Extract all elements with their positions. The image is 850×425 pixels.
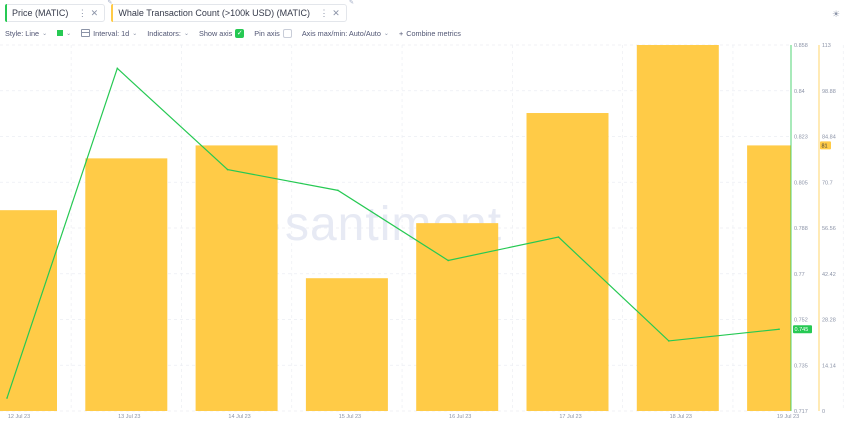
price-tick-label: 0.77: [794, 272, 805, 278]
chart-toolbar: Style: Line ⌄ ⌄ Interval: 1d ⌄ Indicator…: [5, 26, 467, 40]
price-line-series: [6, 67, 780, 399]
bar: [636, 45, 719, 411]
close-icon[interactable]: ✕: [332, 7, 340, 18]
metric-tabs: Price (MATIC) ⋮ ✕ ✎ Whale Transaction Co…: [5, 0, 354, 24]
calendar-icon: [81, 29, 91, 37]
x-tick-label: 17 Jul 23: [559, 414, 581, 420]
current-count-badge: [820, 141, 831, 150]
chevron-down-icon: ⌄: [42, 30, 48, 37]
chevron-down-icon: ⌄: [66, 30, 72, 37]
metric-color-indicator: [5, 4, 7, 22]
count-tick-label: 0: [822, 409, 825, 415]
bar: [195, 145, 278, 411]
chevron-down-icon: ⌄: [383, 30, 389, 37]
settings-icon[interactable]: ✎: [107, 0, 113, 6]
price-point: [778, 328, 780, 331]
kebab-menu-icon[interactable]: ⋮: [319, 7, 329, 18]
show-axis-label: Show axis: [198, 28, 233, 38]
interval-dropdown[interactable]: Interval: 1d ⌄: [81, 29, 137, 38]
current-price-label: 0.745: [795, 327, 809, 333]
metric-tab-label: Whale Transaction Count (>100k USD) (MAT…: [118, 8, 310, 18]
price-tick-label: 0.735: [794, 363, 808, 369]
current-count-label: 81: [822, 143, 828, 149]
close-icon[interactable]: ✕: [90, 7, 99, 18]
price-tick-label: 0.805: [794, 180, 808, 186]
chart-axes: 0.858 0.84 0.823 0.805 0.788 0.77 0.752 0.735 0.…: [8, 43, 836, 420]
price-point: [116, 67, 119, 70]
chevron-down-icon: ⌄: [132, 30, 138, 37]
grid-lines: [0, 44, 844, 412]
kebab-menu-icon[interactable]: ⋮: [77, 7, 87, 18]
indicators-dropdown[interactable]: Indicators: ⌄: [147, 29, 189, 38]
plus-icon: +: [398, 28, 404, 38]
x-tick-label: 12 Jul 23: [8, 414, 30, 420]
show-axis-toggle[interactable]: Show axis ✓: [198, 28, 245, 38]
combine-metrics-button[interactable]: + Combine metrics: [399, 29, 461, 38]
combine-metrics-label: Combine metrics: [406, 28, 461, 38]
price-point: [226, 168, 229, 171]
style-dropdown[interactable]: Style: Line ⌄: [5, 29, 47, 38]
price-point: [668, 340, 670, 342]
price-tick-label: 0.84: [794, 89, 805, 95]
whale-transaction-bars: [0, 45, 791, 411]
metric-color-indicator: [111, 4, 114, 22]
metric-tab-price[interactable]: Price (MATIC) ⋮ ✕ ✎: [5, 0, 112, 22]
count-tick-label: 14.14: [822, 363, 836, 369]
bar: [0, 210, 57, 411]
price-tick-label: 0.788: [794, 226, 808, 232]
x-tick-label: 14 Jul 23: [228, 414, 250, 420]
axis-maxmin-label: Axis max/min: Auto/Auto: [301, 28, 381, 38]
interval-label: Interval: 1d: [93, 28, 130, 38]
price-point: [447, 259, 450, 262]
checkbox-checked-icon[interactable]: ✓: [235, 28, 245, 38]
current-price-badge: [793, 325, 812, 334]
color-swatch: [57, 30, 64, 36]
price-tick-label: 0.858: [794, 43, 808, 49]
chevron-down-icon: ⌄: [183, 30, 189, 37]
price-point: [557, 236, 560, 238]
metric-tab-whale-count[interactable]: Whale Transaction Count (>100k USD) (MAT…: [111, 0, 354, 22]
x-tick-label: 19 Jul 23: [777, 414, 799, 420]
price-tick-label: 0.717: [794, 409, 808, 415]
price-tick-label: 0.823: [794, 135, 808, 141]
price-point: [6, 397, 8, 399]
settings-icon[interactable]: ✎: [348, 0, 354, 6]
count-tick-label: 56.56: [822, 226, 836, 232]
sun-icon[interactable]: ☀: [831, 8, 841, 19]
axis-maxmin-dropdown[interactable]: Axis max/min: Auto/Auto ⌄: [302, 29, 389, 38]
pin-axis-label: Pin axis: [254, 28, 280, 38]
bar: [305, 278, 388, 411]
x-tick-label: 18 Jul 23: [670, 414, 692, 420]
price-tick-label: 0.752: [794, 318, 808, 324]
color-picker[interactable]: ⌄: [57, 30, 71, 37]
x-tick-label: 13 Jul 23: [118, 414, 140, 420]
bar: [85, 158, 168, 411]
count-tick-label: 84.84: [822, 135, 836, 141]
count-tick-label: 28.28: [822, 318, 836, 324]
bar: [526, 113, 609, 411]
x-tick-label: 15 Jul 23: [339, 414, 361, 420]
bar: [416, 223, 499, 411]
x-tick-label: 16 Jul 23: [449, 414, 471, 420]
bar: [747, 145, 791, 411]
count-tick-label: 113: [822, 43, 831, 49]
style-label: Style: Line: [5, 28, 40, 38]
price-line: [6, 67, 780, 399]
price-point: [337, 189, 339, 192]
metric-tab-label: Price (MATIC): [12, 8, 69, 18]
pin-axis-toggle[interactable]: Pin axis: [254, 28, 292, 38]
count-tick-label: 70.7: [822, 180, 833, 186]
checkbox-unchecked-icon[interactable]: [282, 28, 292, 38]
count-tick-label: 98.88: [822, 89, 836, 95]
indicators-label: Indicators:: [147, 28, 181, 38]
count-tick-label: 42.42: [822, 272, 836, 278]
